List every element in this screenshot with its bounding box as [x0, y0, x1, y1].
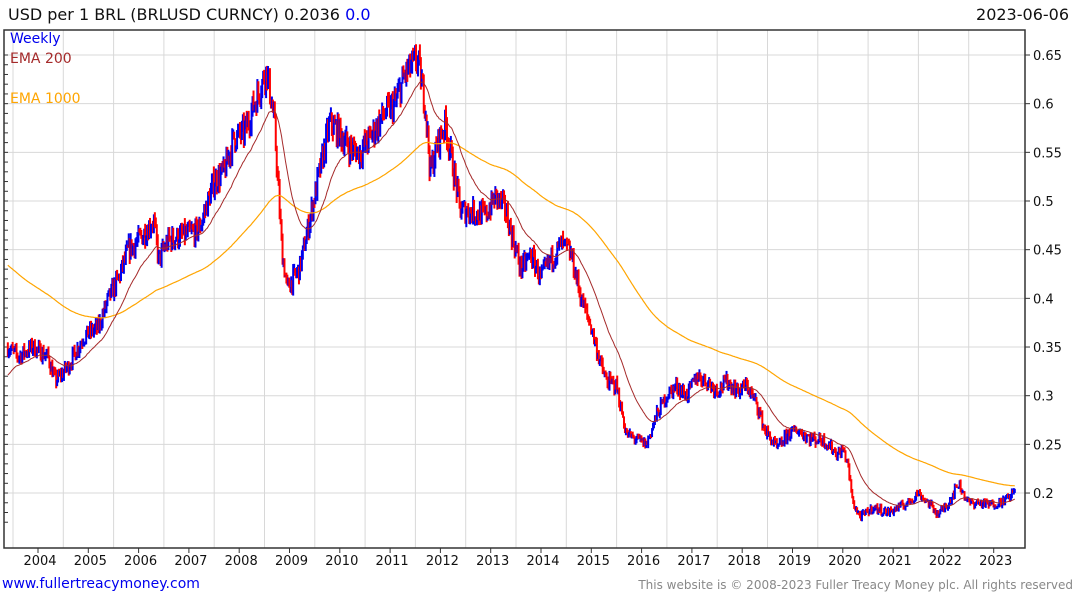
x-tick-label: 2015	[577, 554, 610, 569]
website-link[interactable]: www.fullertreacymoney.com	[2, 576, 200, 592]
x-tick-label: 2009	[275, 554, 308, 569]
x-tick-label: 2021	[879, 554, 912, 569]
x-tick-label: 2020	[828, 554, 861, 569]
legend-ema1000: EMA 1000	[10, 91, 81, 107]
x-tick-label: 2023	[979, 554, 1012, 569]
legend-weekly: Weekly	[10, 31, 61, 47]
x-tick-label: 2004	[23, 554, 56, 569]
chart-date: 2023-06-06	[976, 5, 1069, 24]
x-tick-label: 2006	[124, 554, 157, 569]
ema200-line	[7, 81, 1016, 507]
x-tick-label: 2018	[728, 554, 761, 569]
x-tick-label: 2022	[929, 554, 962, 569]
y-tick-label: 0.55	[1033, 146, 1062, 161]
y-tick-label: 0.65	[1033, 49, 1062, 64]
x-tick-label: 2008	[225, 554, 258, 569]
plot-frame	[3, 29, 1026, 549]
x-tick-label: 2017	[677, 554, 710, 569]
x-tick-label: 2005	[74, 554, 107, 569]
x-tick-label: 2016	[627, 554, 660, 569]
chart-title: USD per 1 BRL (BRLUSD CURNCY) 0.2036 0.0	[8, 5, 371, 24]
y-tick-label: 0.3	[1033, 390, 1054, 405]
x-tick-label: 2019	[778, 554, 811, 569]
x-tick-label: 2010	[325, 554, 358, 569]
y-tick-label: 0.35	[1033, 341, 1062, 356]
change-value: 0.0	[345, 5, 371, 24]
y-tick-label: 0.4	[1033, 292, 1054, 307]
x-tick-label: 2011	[376, 554, 409, 569]
ema1000-line	[7, 141, 1015, 487]
price-bars	[6, 44, 1016, 522]
copyright-text: This website is © 2008-2023 Fuller Treac…	[638, 578, 1073, 592]
y-tick-label: 0.6	[1033, 98, 1054, 113]
legend-ema200: EMA 200	[10, 51, 72, 67]
y-tick-label: 0.25	[1033, 438, 1062, 453]
y-tick-label: 0.5	[1033, 195, 1054, 210]
title-text: USD per 1 BRL (BRLUSD CURNCY) 0.2036	[8, 5, 340, 24]
x-tick-label: 2007	[174, 554, 207, 569]
x-tick-label: 2014	[526, 554, 559, 569]
x-tick-label: 2013	[476, 554, 509, 569]
y-tick-label: 0.45	[1033, 244, 1062, 259]
x-tick-label: 2012	[426, 554, 459, 569]
y-tick-label: 0.2	[1033, 487, 1054, 502]
